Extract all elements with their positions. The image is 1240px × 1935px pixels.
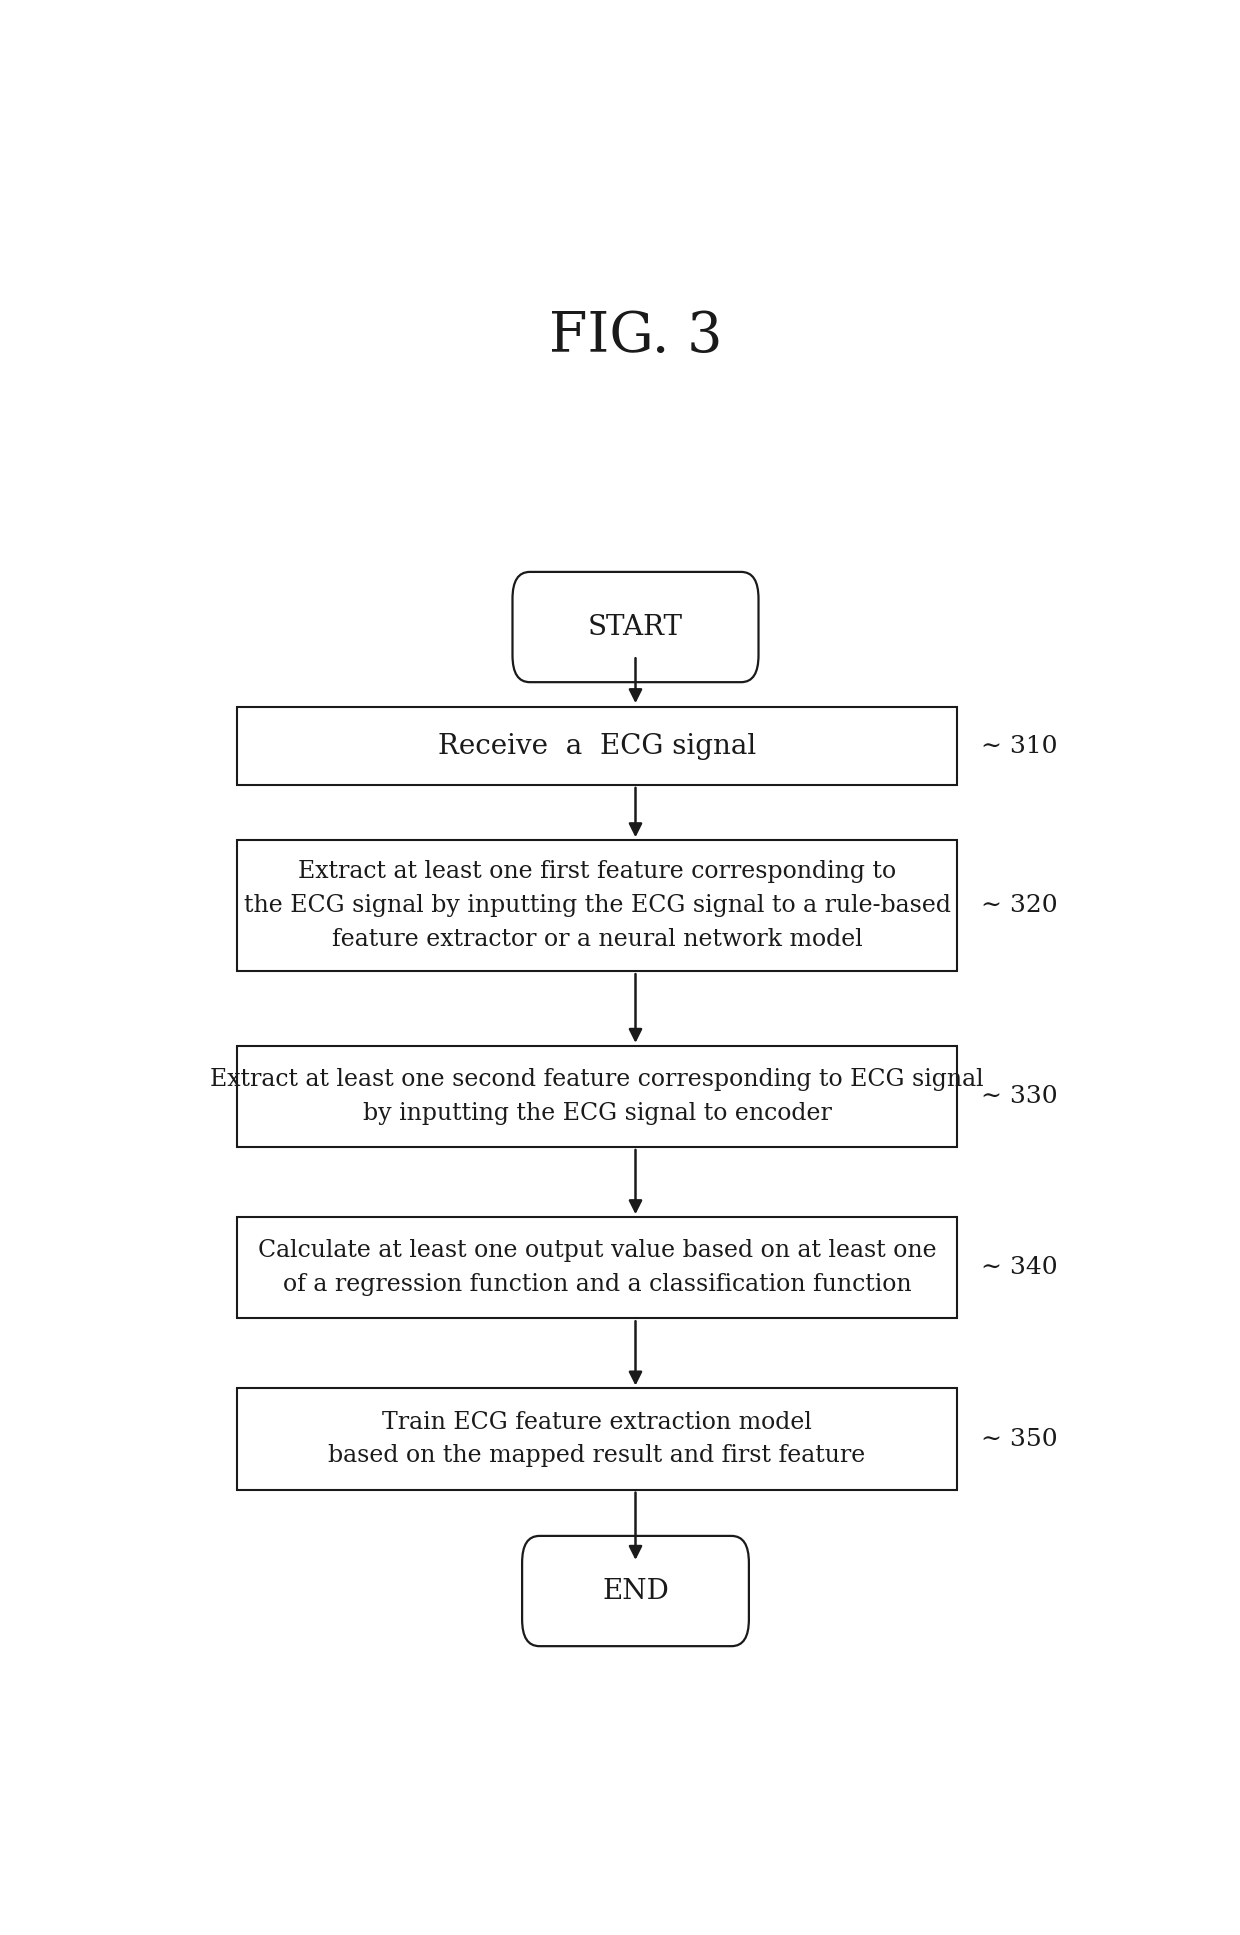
FancyBboxPatch shape <box>237 840 957 971</box>
Text: START: START <box>588 613 683 640</box>
Text: Calculate at least one output value based on at least one
of a regression functi: Calculate at least one output value base… <box>258 1238 936 1296</box>
Text: ∼ 340: ∼ 340 <box>982 1256 1058 1279</box>
FancyBboxPatch shape <box>237 1045 957 1147</box>
Text: Extract at least one second feature corresponding to ECG signal
by inputting the: Extract at least one second feature corr… <box>211 1068 983 1124</box>
Text: ∼ 330: ∼ 330 <box>982 1086 1058 1109</box>
Text: Receive  a  ECG signal: Receive a ECG signal <box>438 733 756 760</box>
FancyBboxPatch shape <box>237 1389 957 1490</box>
Text: ∼ 350: ∼ 350 <box>982 1428 1058 1451</box>
Text: FIG. 3: FIG. 3 <box>549 310 722 364</box>
Text: END: END <box>603 1577 668 1604</box>
Text: Train ECG feature extraction model
based on the mapped result and first feature: Train ECG feature extraction model based… <box>329 1411 866 1467</box>
FancyBboxPatch shape <box>237 708 957 786</box>
Text: ∼ 320: ∼ 320 <box>982 894 1058 917</box>
FancyBboxPatch shape <box>512 573 759 683</box>
Text: ∼ 310: ∼ 310 <box>982 735 1058 759</box>
Text: Extract at least one first feature corresponding to
the ECG signal by inputting : Extract at least one first feature corre… <box>243 861 951 950</box>
FancyBboxPatch shape <box>237 1217 957 1318</box>
FancyBboxPatch shape <box>522 1536 749 1647</box>
